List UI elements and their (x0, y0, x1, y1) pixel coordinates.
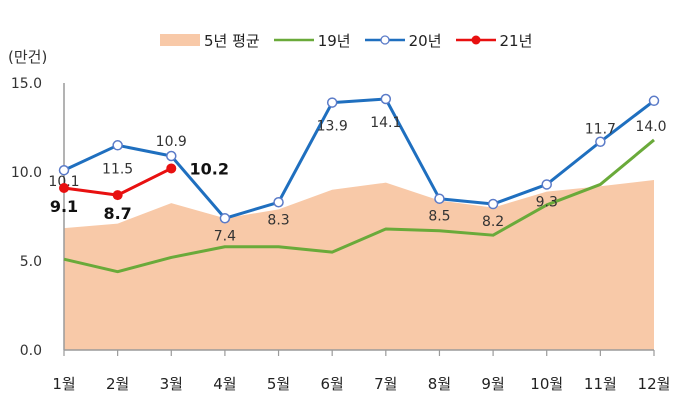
marker-2020 (326, 97, 338, 108)
data-label-2020: 8.2 (482, 214, 504, 230)
x-tick-label: 3월 (160, 375, 183, 393)
legend-label: 21년 (499, 31, 533, 50)
legend-item-2021: 21년 (455, 30, 533, 51)
data-label-2020: 8.3 (267, 212, 289, 228)
data-label-2020: 8.5 (428, 209, 450, 225)
data-label-2020: 14.1 (370, 115, 401, 131)
data-label-2020: 14.0 (635, 119, 666, 135)
legend-item-2019: 19년 (273, 30, 351, 51)
marker-2020 (380, 93, 392, 105)
marker-2020 (166, 150, 177, 162)
y-tick-label: 10.0 (11, 165, 42, 181)
marker-2020 (595, 136, 606, 147)
data-label-2020: 9.3 (536, 194, 558, 210)
x-tick-label: 6월 (321, 375, 344, 393)
x-tick-label: 9월 (481, 375, 504, 393)
x-tick-label: 12월 (638, 375, 671, 393)
data-label-2021: 9.1 (50, 197, 78, 216)
data-label-2020: 10.9 (156, 134, 187, 150)
data-label-2021: 10.2 (190, 159, 229, 178)
marker-2020 (487, 198, 499, 210)
marker-2020 (219, 213, 231, 224)
marker-2021 (59, 183, 69, 194)
series-line-19년 (63, 138, 655, 274)
x-tick-label: 10월 (530, 375, 563, 393)
y-tick-label: 5.0 (20, 254, 42, 270)
data-label-2020: 11.5 (102, 161, 133, 177)
x-tick-label: 7월 (374, 375, 397, 393)
data-label-2020: 11.7 (585, 122, 616, 138)
x-tick-label: 4월 (213, 375, 236, 393)
marker-2021 (166, 163, 177, 174)
legend-item-5yr-avg: 5년 평균 (160, 30, 260, 51)
marker-2020 (648, 95, 660, 107)
x-tick-label: 2월 (106, 375, 129, 393)
data-label-2020: 10.1 (48, 174, 79, 190)
legend-line-red-filled-marker-icon (455, 35, 496, 45)
y-tick-label: 0.0 (20, 343, 42, 359)
chart-legend: 5년 평균 19년 20년 21년 (160, 30, 532, 50)
marker-2020 (112, 140, 123, 151)
legend-label: 20년 (408, 31, 442, 50)
series-line-20년 (63, 97, 655, 220)
x-tick-label: 11월 (584, 375, 617, 393)
marker-2020 (273, 197, 284, 208)
legend-line-blue-open-marker-icon (364, 35, 405, 45)
data-label-2020: 7.4 (214, 228, 236, 244)
legend-item-2020: 20년 (364, 30, 442, 51)
data-label-2021: 8.7 (103, 204, 131, 223)
legend-label: 19년 (317, 31, 351, 50)
marker-2020 (434, 193, 445, 204)
x-tick-label: 1월 (52, 375, 75, 393)
legend-line-green-icon (273, 38, 314, 42)
data-label-2020: 13.9 (317, 119, 348, 135)
legend-label: 5년 평균 (204, 31, 260, 50)
area-5yr-average (64, 180, 654, 350)
y-axis-unit: (만건) (8, 48, 48, 66)
y-tick-label: 15.0 (11, 76, 42, 92)
x-tick-label: 5월 (267, 375, 290, 393)
legend-swatch-area (160, 34, 200, 46)
marker-2020 (58, 164, 70, 176)
x-tick-label: 8월 (428, 375, 451, 393)
marker-2021 (112, 190, 123, 201)
marker-2020 (541, 179, 552, 190)
